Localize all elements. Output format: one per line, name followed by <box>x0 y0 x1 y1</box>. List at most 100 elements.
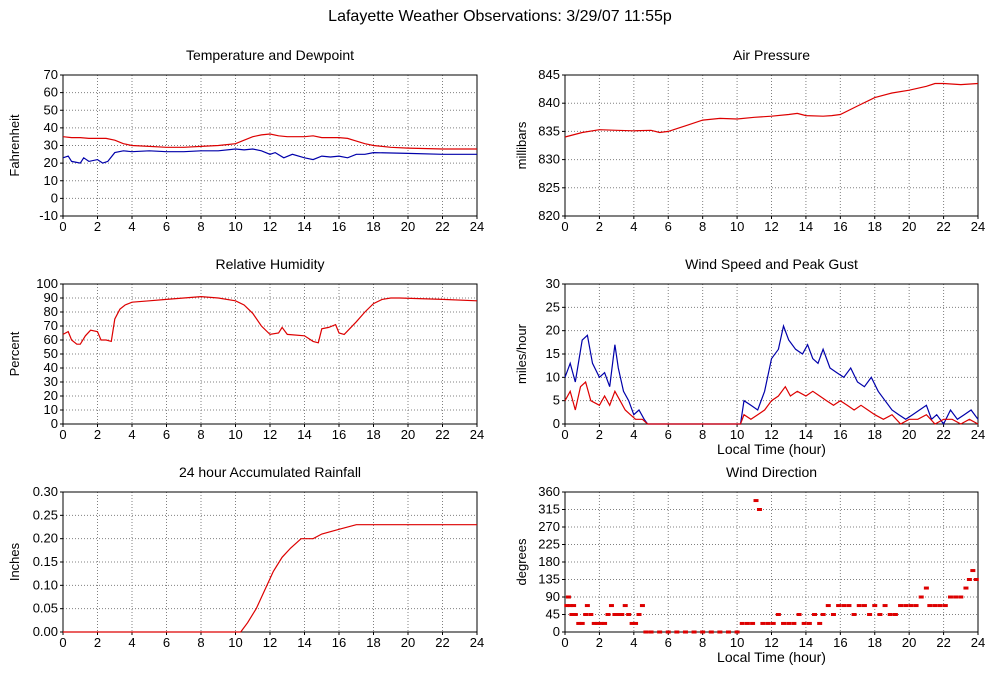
x-tick-label: 22 <box>936 219 950 234</box>
x-tick-label: 18 <box>868 427 882 442</box>
x-tick-label: 20 <box>902 427 916 442</box>
y-tick-label: 60 <box>44 332 58 347</box>
data-point <box>629 621 635 625</box>
y-tick-label: 90 <box>546 589 560 604</box>
x-tick-label: 10 <box>228 427 242 442</box>
data-point <box>841 604 847 608</box>
x-tick-label: 0 <box>59 427 66 442</box>
y-tick-label: 0 <box>51 190 58 205</box>
chart-title: Air Pressure <box>733 47 810 63</box>
data-point <box>717 630 723 634</box>
data-point <box>973 578 979 581</box>
data-point <box>572 613 578 616</box>
data-point <box>615 613 621 616</box>
data-point <box>648 630 654 634</box>
y-tick-label: 225 <box>538 537 560 552</box>
y-tick-label: 5 <box>553 393 560 408</box>
y-tick-label: 820 <box>538 208 560 223</box>
x-tick-label: 6 <box>665 635 672 650</box>
x-tick-label: 0 <box>561 427 568 442</box>
series-line-red <box>62 295 478 345</box>
y-tick-label: 20 <box>44 388 58 403</box>
data-point <box>691 630 697 634</box>
x-tick-label: 24 <box>971 219 985 234</box>
y-axis-label: miles/hour <box>514 323 529 384</box>
data-point <box>892 613 898 616</box>
data-point <box>867 613 873 616</box>
data-point <box>734 630 740 634</box>
data-point <box>756 508 762 511</box>
data-point <box>923 586 929 590</box>
x-tick-label: 4 <box>128 635 135 650</box>
x-tick-label: 4 <box>630 635 637 650</box>
chart-title: Relative Humidity <box>216 256 325 272</box>
data-point <box>963 586 969 590</box>
y-axis-label: Inches <box>7 542 22 581</box>
x-tick-label: 18 <box>868 219 882 234</box>
data-point <box>708 630 714 634</box>
data-point <box>872 604 878 608</box>
x-tick-label: 4 <box>630 427 637 442</box>
x-tick-label: 20 <box>902 635 916 650</box>
y-tick-label: 0 <box>553 416 560 431</box>
y-tick-label: 100 <box>36 276 58 291</box>
x-tick-label: 16 <box>833 427 847 442</box>
x-tick-label: 14 <box>799 427 813 442</box>
data-point <box>846 604 852 608</box>
y-tick-label: 0.05 <box>33 601 58 616</box>
data-point <box>791 621 797 625</box>
x-tick-label: 6 <box>163 427 170 442</box>
data-point <box>953 595 959 599</box>
data-point <box>750 621 756 625</box>
data-point <box>942 604 948 608</box>
y-axis-label: millibars <box>514 121 529 169</box>
data-point <box>937 604 943 608</box>
y-tick-label: 90 <box>44 290 58 305</box>
data-point <box>801 621 807 625</box>
data-point <box>682 630 688 634</box>
data-point <box>569 613 575 616</box>
y-tick-label: 270 <box>538 519 560 534</box>
data-point <box>918 595 924 599</box>
data-point <box>908 604 914 608</box>
y-tick-label: 845 <box>538 67 560 82</box>
y-tick-label: 135 <box>538 572 560 587</box>
page-title: Lafayette Weather Observations: 3/29/07 … <box>328 8 672 25</box>
y-tick-label: 70 <box>44 318 58 333</box>
x-tick-label: 0 <box>561 635 568 650</box>
x-tick-label: 18 <box>366 635 380 650</box>
data-point <box>817 621 823 625</box>
data-point <box>958 595 964 599</box>
x-tick-label: 8 <box>197 635 204 650</box>
data-point <box>576 621 582 625</box>
x-tick-label: 20 <box>401 635 415 650</box>
x-tick-label: 16 <box>332 427 346 442</box>
x-axis-label: Local Time (hour) <box>717 649 826 665</box>
data-point <box>806 621 812 625</box>
x-tick-label: 2 <box>94 635 101 650</box>
data-point <box>825 604 831 608</box>
data-point <box>927 604 933 608</box>
series-line-red <box>63 524 477 633</box>
data-point <box>753 499 759 503</box>
x-tick-label: 6 <box>665 427 672 442</box>
x-tick-label: 24 <box>971 427 985 442</box>
data-point <box>608 604 614 608</box>
x-tick-label: 8 <box>699 219 706 234</box>
data-point <box>579 621 585 625</box>
chart-title: Wind Direction <box>726 464 817 480</box>
y-tick-label: 60 <box>44 85 58 100</box>
data-point <box>796 613 802 616</box>
x-tick-label: 22 <box>435 635 449 650</box>
data-point <box>639 604 645 608</box>
x-tick-label: 14 <box>799 219 813 234</box>
data-point <box>665 630 671 634</box>
data-point <box>565 595 571 599</box>
data-point <box>598 621 604 625</box>
chart-title: 24 hour Accumulated Rainfall <box>179 464 361 480</box>
x-tick-label: 12 <box>263 219 277 234</box>
